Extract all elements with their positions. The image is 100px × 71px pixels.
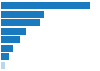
Bar (1, 19, 40, 26)
Bar (1, 36, 20, 43)
Bar (1, 2, 90, 9)
Bar (1, 45, 13, 52)
Bar (1, 62, 5, 69)
Bar (1, 28, 26, 35)
Bar (1, 11, 44, 18)
Bar (1, 53, 9, 60)
